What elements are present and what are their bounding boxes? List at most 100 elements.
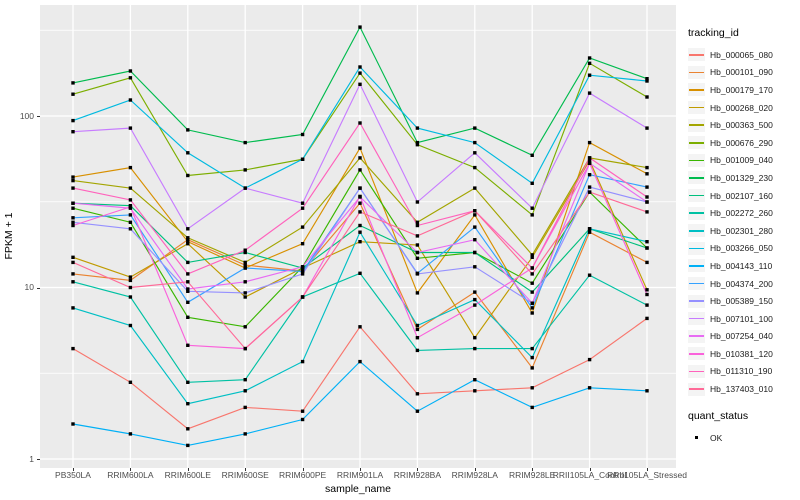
data-point (587, 386, 592, 390)
data-point (473, 126, 477, 130)
legend-key-swatch (688, 136, 705, 150)
legend-line-sample (689, 300, 704, 302)
x-tick-mark (245, 468, 247, 471)
data-point (530, 153, 534, 157)
x-tick-label: RRIM600SE (221, 470, 269, 480)
data-point (587, 227, 592, 231)
legend-item-label: Hb_002272_260 (710, 208, 773, 219)
data-point (645, 79, 649, 83)
legend-item-label: Hb_010381_120 (710, 348, 773, 359)
data-point (358, 325, 362, 329)
legend-item-label: Hb_004143_110 (710, 260, 773, 271)
x-tick-mark (474, 468, 476, 471)
data-point (243, 186, 247, 190)
data-point (128, 227, 133, 231)
x-tick-mark (360, 468, 361, 471)
data-point (358, 146, 362, 150)
legend-item-Hb_002301_280: Hb_002301_280 (688, 222, 798, 240)
data-point (71, 206, 75, 210)
data-point (530, 213, 534, 217)
y-tick-mark (37, 459, 40, 460)
legend-item-label: Hb_000101_090 (710, 67, 773, 78)
data-point (530, 346, 534, 351)
data-point (587, 357, 592, 362)
data-point (358, 25, 362, 29)
x-tick-mark (532, 468, 534, 471)
data-point (186, 289, 190, 293)
legend-item-Hb_010381_120: Hb_010381_120 (688, 345, 798, 363)
data-point (186, 227, 190, 231)
data-point (473, 378, 477, 382)
data-point (473, 290, 477, 294)
x-tick-mark (187, 468, 189, 471)
legend-key-swatch (688, 101, 705, 115)
data-point (128, 205, 133, 209)
legend-line-sample (689, 89, 704, 91)
x-tick-label: RRII105LA_Stressed (607, 470, 687, 480)
data-point (587, 156, 592, 160)
data-point (71, 81, 75, 85)
data-point (128, 432, 133, 436)
legend-item-Hb_000065_080: Hb_000065_080 (688, 46, 798, 64)
data-point (128, 198, 133, 202)
legend-key-swatch (688, 48, 705, 62)
x-tick-label: PB350LA (55, 470, 91, 480)
data-point (587, 73, 592, 77)
legend-line-sample (689, 370, 704, 373)
legend-item-Hb_005389_150: Hb_005389_150 (688, 292, 798, 310)
data-point (358, 240, 362, 244)
data-point (645, 172, 649, 176)
data-point (71, 201, 75, 205)
data-point (71, 260, 75, 265)
x-tick-mark (417, 468, 419, 471)
data-point (300, 132, 305, 137)
data-point (530, 253, 534, 257)
data-point (71, 255, 75, 259)
plot-panel (40, 5, 676, 468)
data-point (415, 291, 420, 295)
data-point (128, 186, 133, 190)
legend-item-label: Hb_001009_040 (710, 155, 773, 166)
legend-key-swatch (688, 206, 705, 220)
data-point (530, 386, 534, 390)
data-point (358, 230, 362, 234)
data-point (415, 336, 420, 340)
data-point (186, 443, 190, 448)
data-point (473, 297, 477, 302)
data-point (186, 238, 190, 242)
data-point (415, 140, 420, 145)
legend-key-swatch (688, 83, 705, 97)
legend-line-sample (689, 53, 704, 56)
data-point (645, 316, 649, 321)
data-point (473, 346, 477, 351)
data-point (645, 389, 649, 393)
data-point (186, 287, 190, 291)
data-point (128, 380, 133, 384)
data-point (300, 359, 305, 364)
legend-item-label: Hb_007254_040 (710, 331, 773, 342)
legend-key-swatch (688, 259, 705, 273)
data-point (243, 405, 247, 410)
data-point (300, 295, 305, 299)
data-point (473, 151, 477, 155)
legend-quant-status: quant_status OK (688, 410, 798, 447)
data-point (243, 140, 247, 145)
legend-key-swatch (688, 382, 705, 396)
legend-item-Hb_002107_160: Hb_002107_160 (688, 187, 798, 205)
x-tick-label: RRII105LA_Control (552, 470, 627, 480)
legend-line-sample (689, 141, 704, 144)
legend-item-label: Hb_001329_230 (710, 172, 773, 183)
data-point (415, 126, 420, 130)
data-point (645, 185, 649, 189)
data-point (71, 220, 75, 224)
data-point (645, 288, 649, 292)
data-point (186, 151, 190, 155)
x-tick-mark (302, 468, 304, 471)
data-point (530, 405, 534, 410)
data-point (358, 82, 362, 86)
legend-item-Hb_137403_010: Hb_137403_010 (688, 380, 798, 398)
data-point (473, 265, 477, 269)
data-point (71, 280, 75, 284)
legend-item-Hb_000179_170: Hb_000179_170 (688, 81, 798, 99)
data-point (128, 213, 133, 217)
